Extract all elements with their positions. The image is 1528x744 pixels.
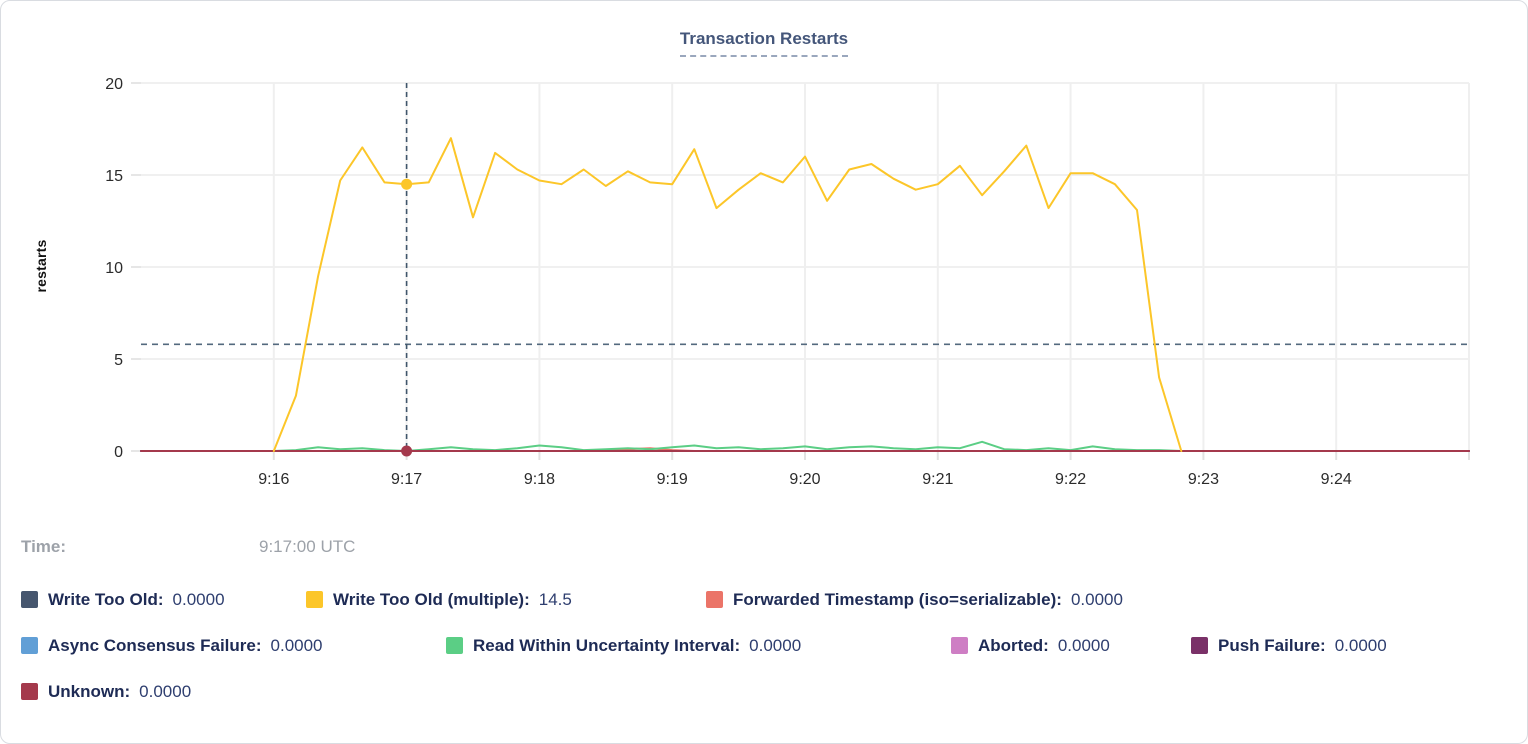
legend-swatch: [21, 683, 38, 700]
legend-row: Write Too Old: 0.0000 Write Too Old (mul…: [21, 587, 1511, 612]
legend-row: Async Consensus Failure: 0.0000 Read Wit…: [21, 633, 1511, 658]
legend-item-push-failure: Push Failure: 0.0000: [1191, 636, 1387, 656]
svg-text:9:24: 9:24: [1321, 471, 1352, 488]
legend-value: 14.5: [538, 589, 572, 609]
tooltip-time-value: 9:17:00 UTC: [259, 537, 356, 556]
legend-label: Read Within Uncertainty Interval:: [473, 635, 741, 655]
legend-value: 0.0000: [172, 589, 225, 609]
legend-swatch: [446, 637, 463, 654]
legend-swatch: [21, 637, 38, 654]
svg-text:9:18: 9:18: [524, 471, 555, 488]
svg-text:9:16: 9:16: [258, 471, 289, 488]
legend-label: Write Too Old:: [48, 589, 164, 609]
legend-row: Unknown: 0.0000: [21, 679, 1511, 704]
legend-item-async-consensus-failure: Async Consensus Failure: 0.0000: [21, 636, 446, 656]
legend-label: Aborted:: [978, 635, 1049, 655]
legend-swatch: [706, 591, 723, 608]
legend-value: 0.0000: [1057, 635, 1110, 655]
legend-value: 0.0000: [749, 635, 802, 655]
legend-swatch: [306, 591, 323, 608]
svg-text:0: 0: [114, 444, 123, 461]
legend-item-forwarded-timestamp: Forwarded Timestamp (iso=serializable): …: [706, 590, 1123, 610]
svg-text:9:17: 9:17: [391, 471, 422, 488]
svg-text:9:23: 9:23: [1188, 471, 1219, 488]
legend-item-write-too-old: Write Too Old: 0.0000: [21, 590, 306, 610]
svg-text:9:21: 9:21: [922, 471, 953, 488]
legend-value: 0.0000: [1334, 635, 1387, 655]
legend-item-aborted: Aborted: 0.0000: [951, 636, 1191, 656]
legend-label: Unknown:: [48, 681, 131, 701]
legend-item-read-within-uncertainty-interval: Read Within Uncertainty Interval: 0.0000: [446, 636, 951, 656]
legend-item-unknown: Unknown: 0.0000: [21, 682, 191, 702]
chart-canvas[interactable]: 0 5 10 15 20 9:16 9:17 9:18 9:19 9:20 9:21 9:22 9:23…: [1, 56, 1528, 521]
svg-text:20: 20: [105, 76, 123, 93]
legend-value: 0.0000: [139, 681, 192, 701]
legend-swatch: [21, 591, 38, 608]
legend-value: 0.0000: [1070, 589, 1123, 609]
legend-label: Async Consensus Failure:: [48, 635, 262, 655]
svg-text:5: 5: [114, 352, 123, 369]
svg-text:10: 10: [105, 260, 123, 277]
svg-text:9:22: 9:22: [1055, 471, 1086, 488]
chart-header: Transaction Restarts: [1, 29, 1527, 57]
legend-value: 0.0000: [270, 635, 323, 655]
legend-swatch: [1191, 637, 1208, 654]
tooltip-time-label: Time:: [21, 537, 67, 556]
legend-label: Forwarded Timestamp (iso=serializable):: [733, 589, 1062, 609]
tooltip-time-row: Time: 9:17:00 UTC: [21, 537, 355, 557]
legend-item-write-too-old-multiple: Write Too Old (multiple): 14.5: [306, 590, 706, 610]
svg-text:15: 15: [105, 168, 123, 185]
legend-swatch: [951, 637, 968, 654]
legend: Write Too Old: 0.0000 Write Too Old (mul…: [21, 587, 1511, 725]
chart-title[interactable]: Transaction Restarts: [679, 29, 849, 57]
svg-text:9:20: 9:20: [789, 471, 820, 488]
legend-label: Write Too Old (multiple):: [333, 589, 530, 609]
legend-label: Push Failure:: [1218, 635, 1326, 655]
svg-text:9:19: 9:19: [657, 471, 688, 488]
